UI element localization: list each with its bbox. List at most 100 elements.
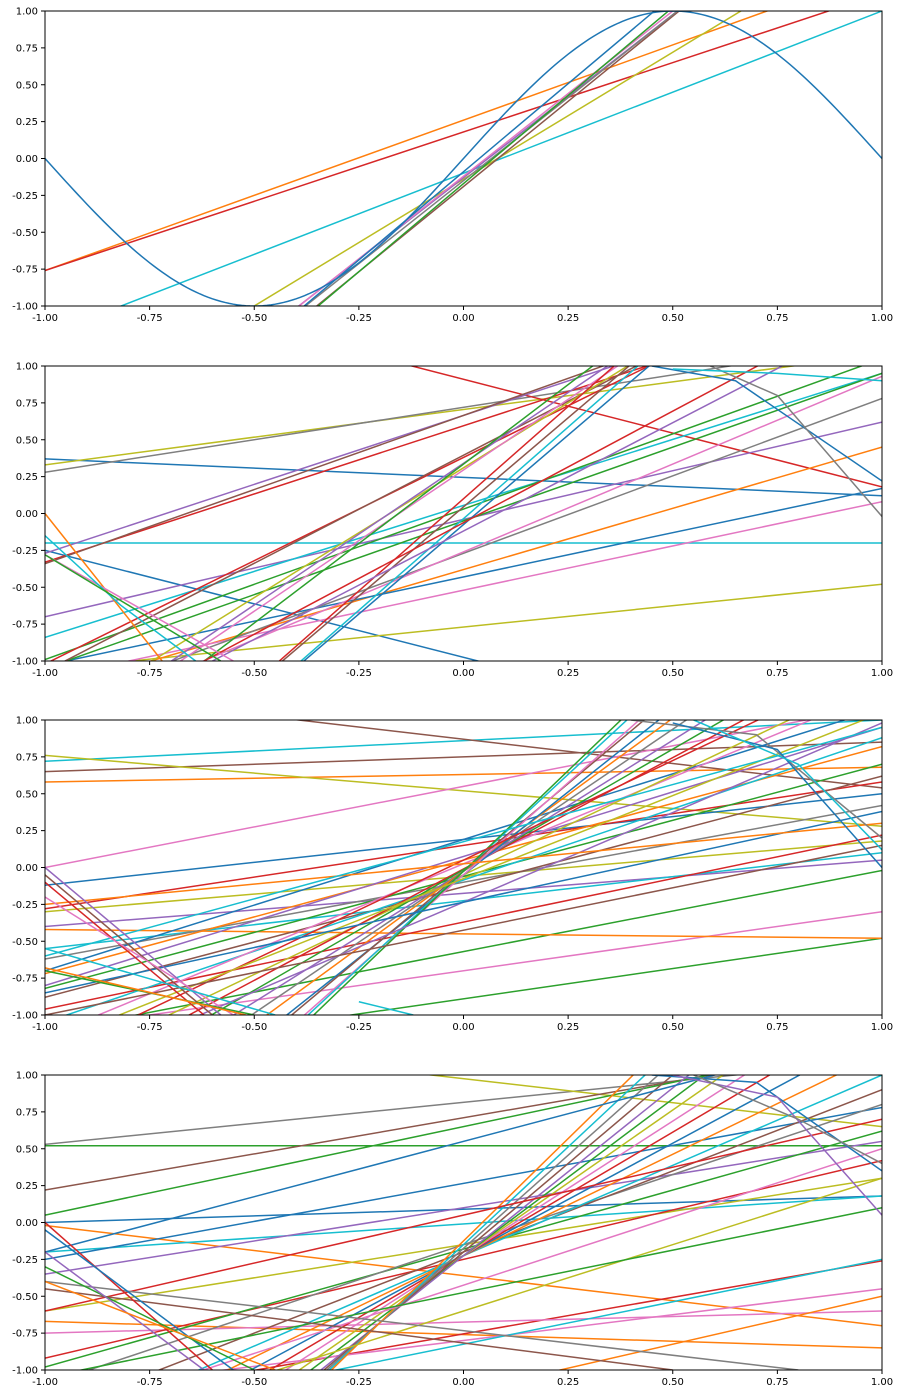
y-tick-label: 0.25: [16, 117, 38, 128]
y-tick-label: -1.00: [12, 1011, 38, 1022]
series-line-7: [132, 869, 882, 1015]
y-tick-label: -0.25: [12, 546, 38, 557]
series-line-27: [302, 366, 651, 661]
series-line-5: [292, 720, 882, 789]
y-tick-label: 1.00: [16, 1071, 38, 1082]
y-tick-label: -0.25: [12, 191, 38, 202]
series-line-9: [144, 911, 882, 1015]
series-line-36: [77, 1207, 882, 1370]
series-line-41: [45, 844, 882, 1015]
series-line-7: [124, 583, 882, 661]
series-line-4: [45, 754, 882, 827]
y-tick-label: -1.00: [12, 302, 38, 313]
series-line-4: [45, 1075, 716, 1191]
series-line-2: [45, 366, 799, 466]
series-line-14: [45, 781, 882, 910]
series-line-1: [45, 720, 882, 763]
series-line-8: [148, 446, 882, 661]
series-line-29: [278, 366, 616, 661]
series-line-15: [45, 366, 650, 563]
series-line-43: [630, 720, 882, 839]
series-line-28: [322, 1075, 674, 1370]
series-line-48: [45, 1280, 276, 1370]
series-line-52: [45, 967, 247, 1015]
x-tick-label: -0.50: [241, 1022, 267, 1033]
series-line-45: [693, 720, 882, 851]
plot-area: [45, 11, 882, 306]
series-line-12: [45, 1195, 882, 1253]
series-line-20: [45, 726, 882, 987]
x-tick-label: 0.50: [662, 313, 684, 324]
y-tick-label: 0.50: [16, 1144, 38, 1155]
series-line-8: [297, 11, 674, 306]
series-line-1: [45, 458, 882, 497]
series-line-9: [252, 1260, 882, 1370]
series-line-5: [408, 366, 882, 488]
x-tick-label: -1.00: [32, 1022, 58, 1033]
y-tick-label: 1.00: [16, 716, 38, 727]
x-tick-label: -0.75: [137, 313, 163, 324]
series-line-14: [201, 375, 882, 661]
x-tick-label: -1.00: [32, 1377, 58, 1388]
series-line-48: [45, 881, 205, 1015]
series-line-8: [345, 937, 882, 1015]
series-line-10: [302, 11, 656, 306]
series-line-33: [303, 720, 641, 1015]
series-line-18: [45, 366, 864, 661]
series-line-31: [330, 1075, 635, 1370]
series-line-22: [150, 366, 630, 661]
series-line-35: [275, 1177, 882, 1370]
series-line-24: [179, 366, 619, 661]
y-tick-label: -1.00: [12, 1366, 38, 1377]
series-line-21: [63, 366, 638, 661]
series-line-25: [203, 366, 594, 661]
series-line-22: [249, 1075, 802, 1370]
series-line-47: [45, 1251, 205, 1370]
series-line-3: [424, 1075, 882, 1128]
series-line-42: [672, 1075, 882, 1216]
sine-curve: [45, 11, 882, 306]
series-line-2: [45, 11, 831, 272]
series-line-34: [200, 1148, 882, 1370]
series-line-6: [315, 11, 681, 306]
y-tick-label: -0.50: [12, 937, 38, 948]
y-tick-label: 0.75: [16, 43, 38, 54]
y-tick-label: 0.25: [16, 826, 38, 837]
subplot-1: -1.00 -0.75 -0.50 -0.25 0.00 0.25 0.50 0.75 1.00…: [12, 7, 893, 325]
series-line-5: [297, 11, 679, 306]
series-line-3: [45, 366, 735, 473]
series-line-31: [203, 366, 760, 661]
series-line-9: [316, 11, 670, 306]
y-tick-label: 0.25: [16, 472, 38, 483]
series-line-20: [196, 1075, 882, 1370]
series-line-40: [45, 1280, 799, 1370]
x-tick-label: 0.25: [557, 313, 579, 324]
series-line-1: [45, 1075, 743, 1146]
series-line-14: [45, 1106, 882, 1261]
series-line-29: [325, 1075, 660, 1370]
series-line-15: [45, 1140, 882, 1275]
series-line-32: [651, 366, 882, 482]
x-tick-label: -0.25: [346, 1022, 372, 1033]
y-tick-label: -0.50: [12, 1292, 38, 1303]
series-line-47: [45, 874, 213, 1015]
y-tick-label: 1.00: [16, 362, 38, 373]
x-tick-label: 0.00: [452, 668, 474, 679]
plot-area: [45, 366, 882, 661]
x-tick-label: 0.75: [766, 668, 788, 679]
x-tick-label: 0.50: [662, 1377, 684, 1388]
series-line-10: [125, 500, 882, 661]
x-tick-label: 1.00: [871, 1022, 893, 1033]
x-tick-label: -0.50: [241, 668, 267, 679]
x-tick-label: 0.00: [452, 313, 474, 324]
x-tick-label: 0.75: [766, 1377, 788, 1388]
y-tick-label: -0.75: [12, 974, 38, 985]
series-line-6: [45, 549, 481, 661]
x-tick-label: 0.00: [452, 1022, 474, 1033]
y-tick-label: -0.75: [12, 1329, 38, 1340]
series-line-36: [136, 720, 760, 1015]
series-line-4: [252, 11, 743, 306]
series-line-44: [45, 1221, 213, 1370]
series-line-23: [64, 736, 882, 1015]
plot-area: [45, 1075, 882, 1370]
